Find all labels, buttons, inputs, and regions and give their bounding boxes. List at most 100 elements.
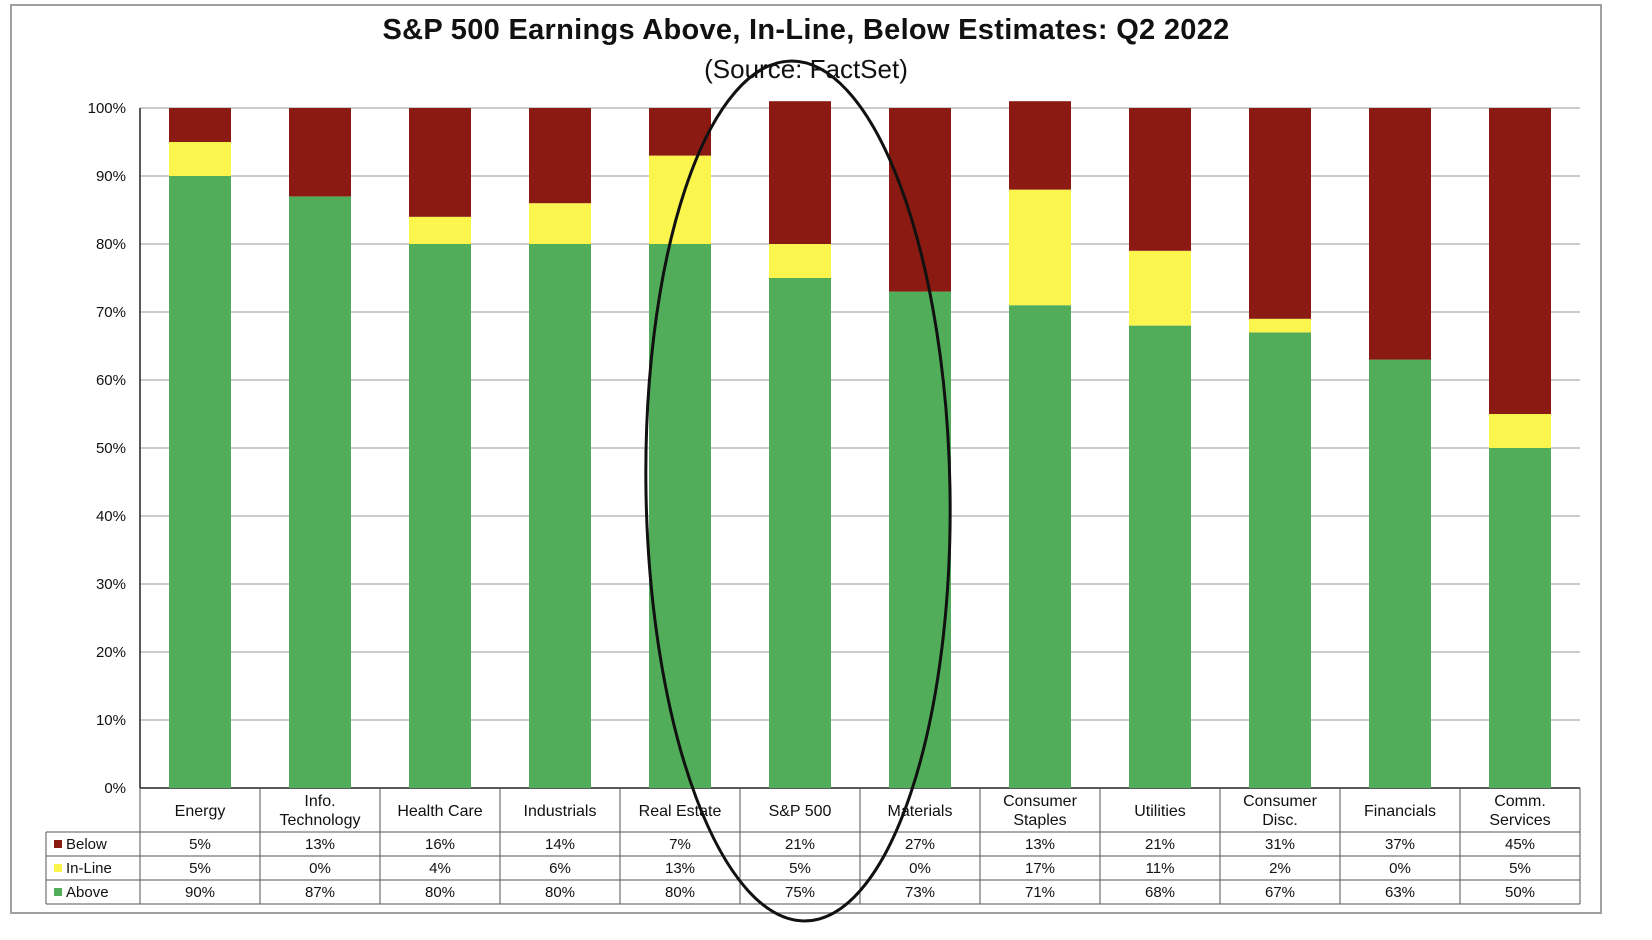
category-label: Health Care [397, 803, 482, 820]
category-label: Energy [175, 803, 226, 820]
y-tick-label: 40% [96, 508, 126, 525]
data-label-below: 14% [545, 836, 575, 853]
bar-below-materials [889, 108, 951, 292]
data-label-in-line: 2% [1269, 860, 1291, 877]
data-label-below: 13% [1025, 836, 1055, 853]
bar-in-line-health-care [409, 216, 471, 244]
data-label-above: 50% [1505, 884, 1535, 901]
data-label-in-line: 5% [789, 860, 811, 877]
data-label-below: 21% [1145, 836, 1175, 853]
bar-in-line-consumer-disc- [1249, 318, 1311, 333]
bar-below-comm-services [1489, 108, 1551, 414]
legend-key-above [54, 888, 62, 896]
data-label-above: 67% [1265, 884, 1295, 901]
bar-above-real-estate [649, 244, 711, 788]
legend-key-in-line [54, 864, 62, 872]
data-label-below: 16% [425, 836, 455, 853]
category-label: Disc. [1262, 812, 1298, 829]
bar-in-line-utilities [1129, 250, 1191, 326]
category-label: Industrials [524, 803, 597, 820]
legend-label-below: Below [66, 836, 107, 853]
data-label-above: 75% [785, 884, 815, 901]
bar-in-line-industrials [529, 203, 591, 244]
bar-in-line-real-estate [649, 155, 711, 244]
bar-above-energy [169, 176, 231, 788]
bar-above-materials [889, 291, 951, 788]
category-label: Info. [304, 793, 335, 810]
legend-key-below [54, 840, 62, 848]
data-label-in-line: 17% [1025, 860, 1055, 877]
bar-below-info-technology [289, 108, 351, 197]
data-label-above: 73% [905, 884, 935, 901]
bar-below-utilities [1129, 108, 1191, 251]
data-label-in-line: 5% [1509, 860, 1531, 877]
chart-title: S&P 500 Earnings Above, In-Line, Below E… [382, 14, 1230, 46]
data-label-below: 7% [669, 836, 691, 853]
data-label-below: 21% [785, 836, 815, 853]
data-label-below: 13% [305, 836, 335, 853]
data-label-in-line: 0% [1389, 860, 1411, 877]
bar-below-s-p-500 [769, 101, 831, 244]
bar-above-health-care [409, 244, 471, 788]
bar-above-s-p-500 [769, 278, 831, 788]
y-tick-label: 0% [104, 780, 126, 797]
y-tick-label: 10% [96, 712, 126, 729]
y-tick-label: 20% [96, 644, 126, 661]
bar-above-financials [1369, 359, 1431, 788]
data-label-in-line: 0% [909, 860, 931, 877]
y-tick-label: 100% [88, 100, 126, 117]
y-tick-label: 50% [96, 440, 126, 457]
data-label-above: 80% [545, 884, 575, 901]
bar-below-consumer-disc- [1249, 108, 1311, 319]
bar-above-utilities [1129, 325, 1191, 788]
bar-above-industrials [529, 244, 591, 788]
y-tick-label: 70% [96, 304, 126, 321]
category-label: Technology [280, 812, 361, 829]
data-label-below: 5% [189, 836, 211, 853]
data-label-above: 80% [425, 884, 455, 901]
category-label: S&P 500 [769, 803, 832, 820]
legend-label-in-line: In-Line [66, 860, 112, 877]
data-label-above: 87% [305, 884, 335, 901]
category-label: Real Estate [639, 803, 722, 820]
bar-in-line-s-p-500 [769, 244, 831, 278]
data-label-in-line: 5% [189, 860, 211, 877]
legend-label-above: Above [66, 884, 109, 901]
y-tick-label: 30% [96, 576, 126, 593]
bar-above-consumer-staples [1009, 305, 1071, 788]
data-label-below: 37% [1385, 836, 1415, 853]
bar-below-energy [169, 108, 231, 142]
data-label-above: 68% [1145, 884, 1175, 901]
data-label-above: 71% [1025, 884, 1055, 901]
category-label: Staples [1013, 812, 1066, 829]
category-label: Comm. [1494, 793, 1546, 810]
data-label-above: 80% [665, 884, 695, 901]
category-label: Utilities [1134, 803, 1186, 820]
bar-in-line-energy [169, 142, 231, 176]
category-label: Financials [1364, 803, 1436, 820]
chart-subtitle: (Source: FactSet) [704, 54, 908, 84]
y-tick-label: 90% [96, 168, 126, 185]
y-tick-label: 80% [96, 236, 126, 253]
data-label-in-line: 6% [549, 860, 571, 877]
data-label-in-line: 11% [1146, 860, 1175, 877]
bar-below-consumer-staples [1009, 101, 1071, 190]
annotation-ellipse [644, 59, 952, 923]
data-label-in-line: 0% [309, 860, 331, 877]
bar-below-industrials [529, 108, 591, 204]
data-label-above: 63% [1385, 884, 1415, 901]
data-label-in-line: 13% [665, 860, 695, 877]
bar-below-health-care [409, 108, 471, 217]
category-label: Materials [888, 803, 953, 820]
bar-above-consumer-disc- [1249, 332, 1311, 788]
y-tick-label: 60% [96, 372, 126, 389]
data-label-below: 45% [1505, 836, 1535, 853]
bar-in-line-consumer-staples [1009, 189, 1071, 306]
bar-in-line-comm-services [1489, 414, 1551, 448]
category-label: Consumer [1243, 793, 1317, 810]
bar-below-financials [1369, 108, 1431, 360]
bar-above-info-technology [289, 196, 351, 788]
category-label: Services [1489, 812, 1550, 829]
data-label-below: 31% [1265, 836, 1295, 853]
